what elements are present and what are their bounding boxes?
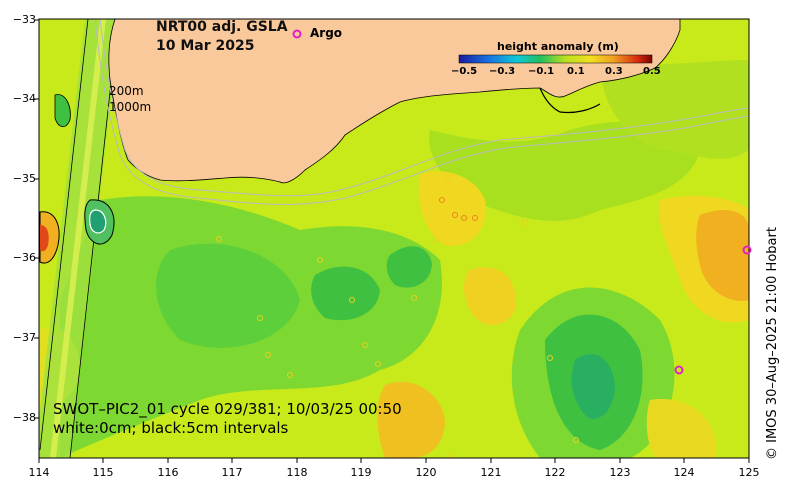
isobath-1000m — [94, 19, 749, 205]
float-marker — [265, 352, 271, 358]
float-marker — [349, 297, 355, 303]
isobath-200m — [99, 19, 749, 197]
lon-label: 120 — [415, 466, 437, 479]
lat-label: −33 — [12, 13, 36, 26]
float-markers-orange — [439, 197, 478, 221]
anomaly-high-region — [464, 267, 516, 325]
colorbar-tick: −0.1 — [528, 66, 555, 77]
lon-label: 123 — [609, 466, 631, 479]
lon-label: 117 — [221, 466, 243, 479]
float-marker — [257, 315, 263, 321]
colorbar-title: height anomaly (m) — [497, 40, 619, 53]
isobath-1000m-label: 1000m — [109, 100, 152, 114]
float-marker — [452, 212, 458, 218]
colorbar-tick: −0.5 — [451, 66, 478, 77]
argo-legend-marker — [292, 29, 302, 39]
float-marker — [447, 455, 453, 458]
swot-eddy-west-core — [40, 225, 49, 252]
anomaly-high-region — [696, 210, 749, 301]
float-marker — [362, 342, 368, 348]
anomaly-high-region — [646, 399, 715, 458]
float-marker — [375, 361, 381, 367]
float-marker — [411, 295, 417, 301]
isobath-200m-label: 200m — [109, 84, 144, 98]
imos-credit: © IMOS 30–Aug–2025 21:00 Hobart — [765, 227, 780, 460]
lat-label: −38 — [12, 411, 36, 424]
float-marker — [573, 437, 579, 443]
anomaly-low-region — [156, 243, 300, 348]
float-marker — [433, 237, 439, 243]
coastline-detail — [539, 87, 601, 114]
lon-label: 119 — [350, 466, 372, 479]
lat-label: −35 — [12, 172, 36, 185]
colorbar — [458, 54, 653, 64]
swot-eddy-core — [89, 209, 107, 234]
argo-float-marker[interactable] — [674, 365, 684, 375]
anomaly-high-region — [418, 171, 486, 246]
float-marker — [216, 236, 222, 242]
colorbar-tick: 0.3 — [605, 66, 623, 77]
lon-label: 121 — [480, 466, 502, 479]
float-marker — [317, 257, 323, 263]
swot-contour-note: white:0cm; black:5cm intervals — [53, 419, 289, 437]
lon-label: 116 — [157, 466, 179, 479]
swot-patch — [54, 94, 71, 127]
date-title: 10 Mar 2025 — [156, 38, 255, 54]
anomaly-low-region — [311, 266, 380, 321]
argo-float-marker[interactable] — [742, 245, 752, 255]
axis-ticks — [34, 19, 750, 463]
float-marker — [439, 197, 445, 203]
plot-frame — [38, 18, 750, 459]
anomaly-high-region — [377, 381, 445, 458]
float-marker — [547, 355, 553, 361]
lon-label: 114 — [28, 466, 50, 479]
swot-caption: SWOT–PIC2_01 cycle 029/381; 10/03/25 00:… — [53, 400, 402, 418]
anomaly-low-region — [600, 60, 749, 159]
float-marker — [522, 219, 528, 225]
float-marker — [287, 372, 293, 378]
lon-label: 122 — [544, 466, 566, 479]
anomaly-low-region — [386, 246, 432, 288]
lon-label: 125 — [738, 466, 760, 479]
colorbar-tick: 0.5 — [643, 66, 661, 77]
anomaly-low-region — [429, 121, 700, 221]
lat-label: −37 — [12, 331, 36, 344]
colorbar-tick: 0.1 — [567, 66, 585, 77]
swot-swath-nadir — [50, 19, 106, 458]
float-marker — [445, 175, 451, 181]
colorbar-tick: −0.3 — [489, 66, 516, 77]
lat-label: −36 — [12, 251, 36, 264]
lat-label: −34 — [12, 92, 36, 105]
float-marker — [472, 215, 478, 221]
float-markers — [216, 175, 579, 458]
anomaly-low-region — [571, 354, 615, 419]
argo-legend-label: Argo — [310, 26, 343, 40]
product-title: NRT00 adj. GSLA — [156, 19, 288, 35]
lon-label: 118 — [286, 466, 308, 479]
lon-label: 124 — [673, 466, 695, 479]
lon-label: 115 — [92, 466, 114, 479]
float-marker — [461, 215, 467, 221]
